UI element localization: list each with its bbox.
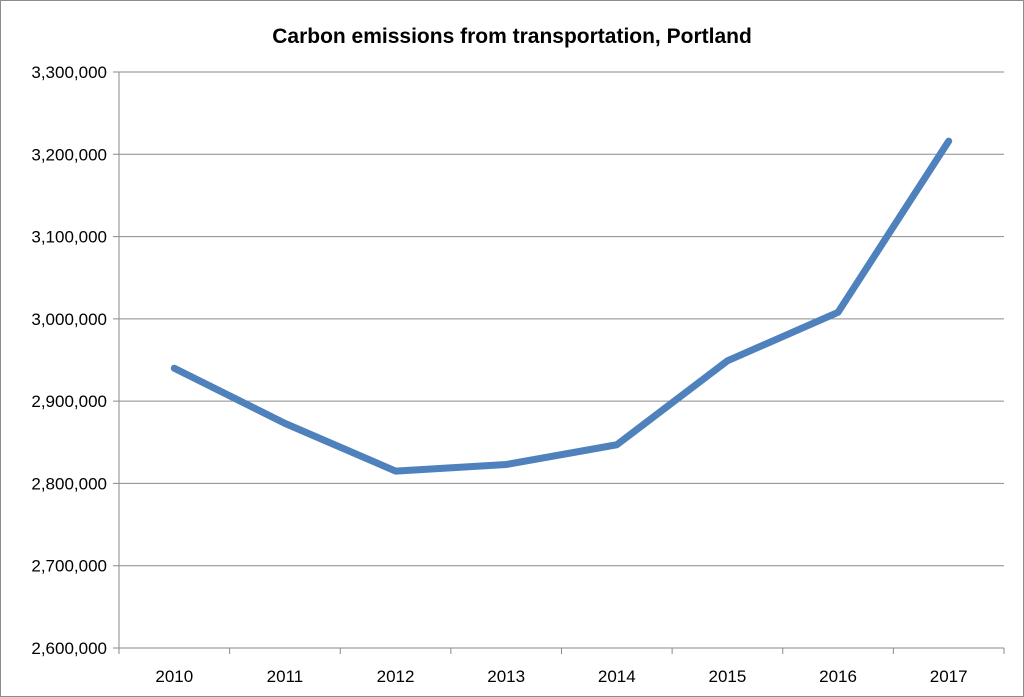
y-tick-label: 3,100,000: [31, 228, 107, 247]
chart-title: Carbon emissions from transportation, Po…: [272, 25, 752, 48]
y-axis-ticks: 2,600,000 2,700,000 2,800,000 2,900,000 3,00…: [31, 63, 107, 658]
y-tick-label: 3,000,000: [31, 310, 107, 329]
x-tick-label: 2017: [930, 667, 968, 686]
y-tick-label: 2,900,000: [31, 392, 107, 411]
x-tick-label: 2014: [598, 667, 636, 686]
x-axis-ticks: 2010 2011 2012 2013 2014 2015 2016 2017: [155, 667, 967, 686]
x-tick-label: 2010: [155, 667, 193, 686]
x-tick-label: 2011: [267, 667, 304, 686]
series-layer: [170, 137, 953, 475]
x-tick-label: 2015: [709, 667, 747, 686]
x-tick-label: 2012: [377, 667, 415, 686]
y-tick-label: 2,700,000: [31, 557, 107, 576]
series-line: [170, 137, 953, 475]
y-tick-label: 3,300,000: [31, 63, 107, 82]
gridlines: [113, 71, 1005, 654]
x-tick-label: 2013: [487, 667, 525, 686]
y-tick-label: 2,800,000: [31, 474, 107, 493]
y-tick-label: 3,200,000: [31, 145, 107, 164]
y-tick-label: 2,600,000: [31, 639, 107, 658]
x-tick-label: 2016: [819, 667, 857, 686]
